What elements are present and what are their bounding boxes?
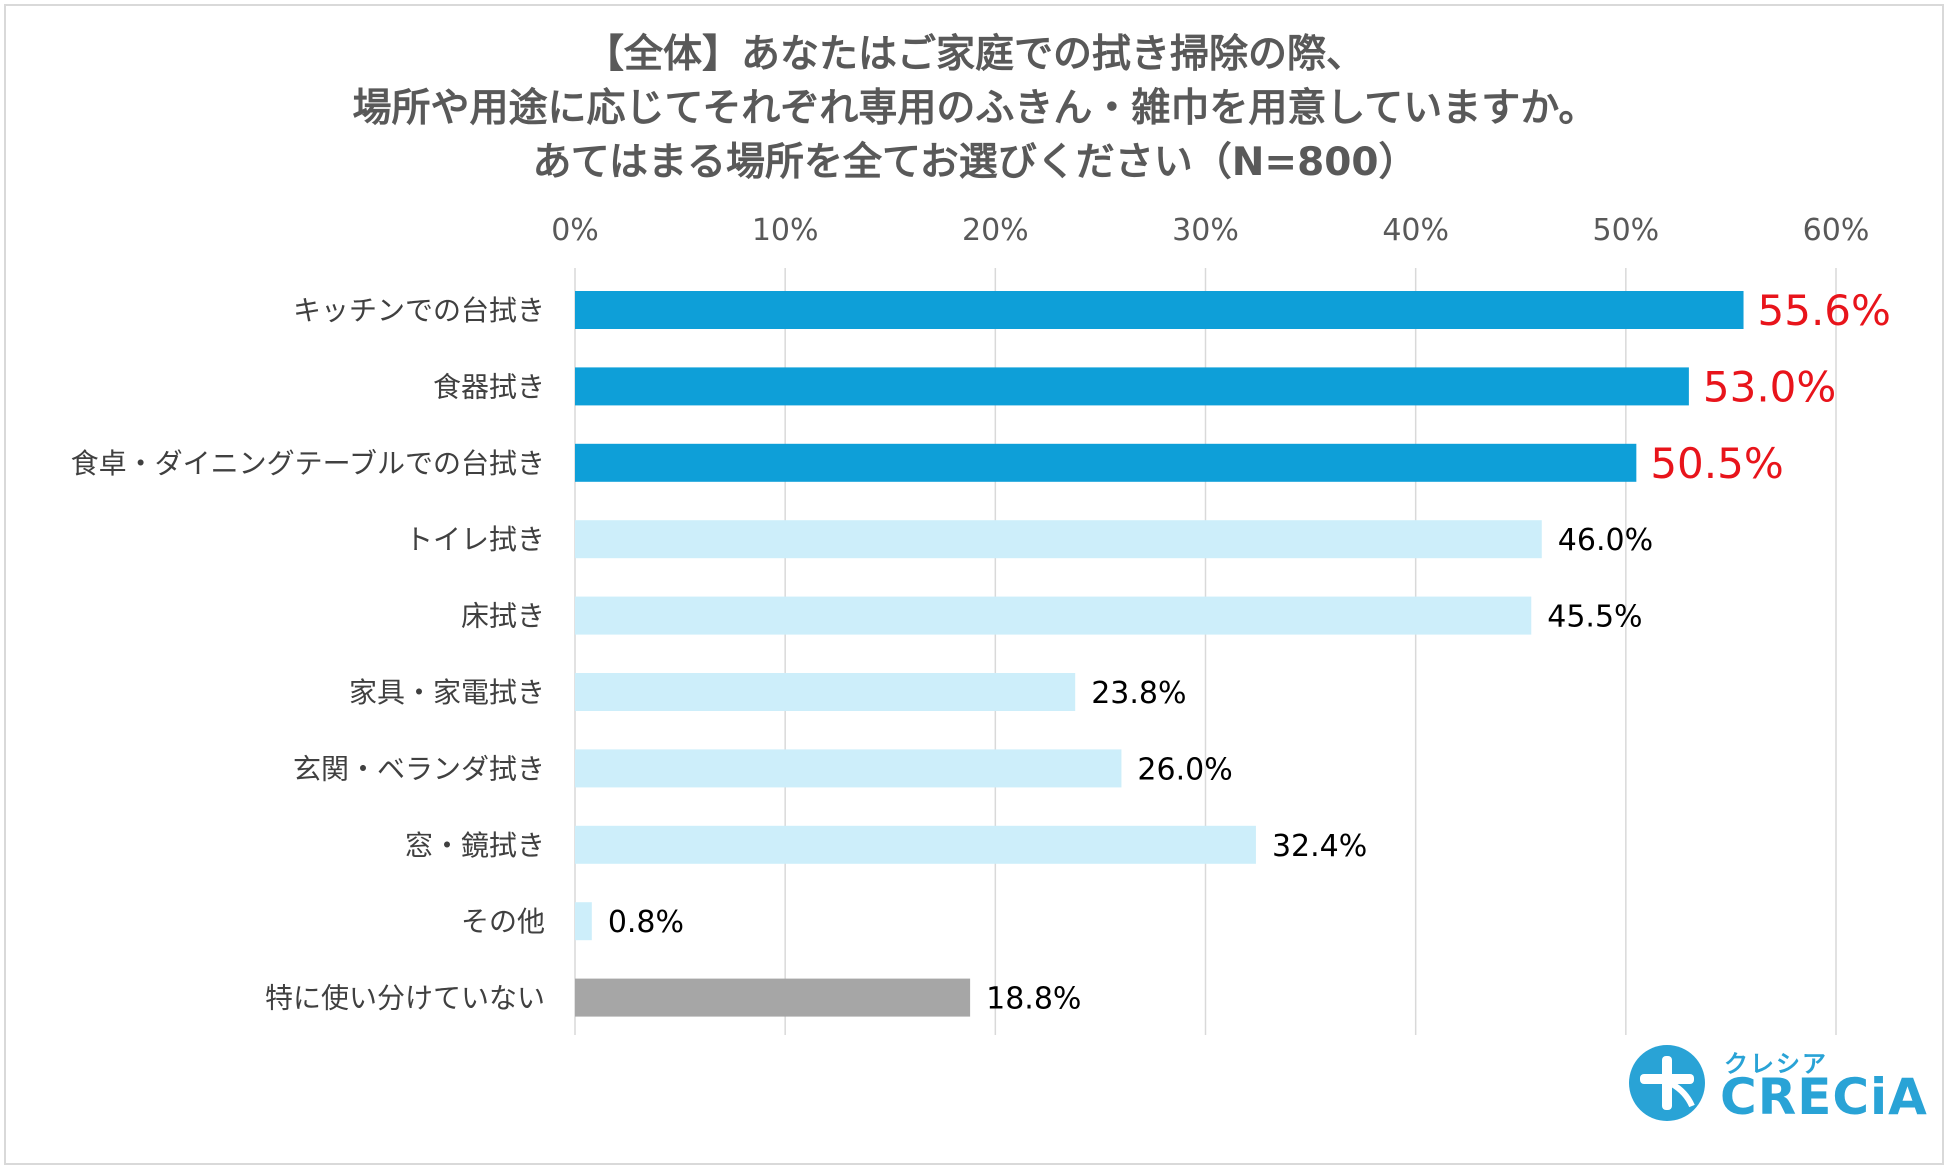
x-tick-label: 60% [1803,213,1870,248]
value-label: 26.0% [1137,752,1232,787]
chart-title-line-2: 場所や用途に応じてそれぞれ専用のふきん・雑巾を用意していますか。 [352,86,1598,131]
category-label: 窓・鏡拭き [405,829,545,862]
chart-title-line-3: あてはまる場所を全てお選びください（N=800） [532,140,1418,185]
category-label: その他 [461,905,545,938]
value-label: 50.5% [1650,439,1783,488]
category-label: 玄関・ベランダ拭き [293,752,545,785]
bar [575,902,592,941]
bar [575,367,1689,406]
category-label: 食卓・ダイニングテーブルでの台拭き [71,447,545,480]
category-label: 食器拭き [433,370,545,403]
category-label: トイレ拭き [405,523,545,556]
value-label: 45.5% [1547,600,1642,635]
value-label: 18.8% [986,982,1081,1017]
chart-title-line-1: 【全体】あなたはご家庭での拭き掃除の際、 [584,32,1365,77]
value-label: 46.0% [1558,523,1653,558]
bar [575,291,1744,329]
logo-word: CRECiA [1720,1068,1928,1126]
chart-title: 【全体】あなたはご家庭での拭き掃除の際、 場所や用途に応じてそれぞれ専用のふきん… [0,28,1950,190]
bar [575,520,1542,559]
x-tick-label: 50% [1592,213,1659,248]
x-tick-label: 10% [752,213,819,248]
crecia-logo: クレシア CRECiA [1626,1042,1927,1126]
bar [575,825,1256,864]
value-label: 53.0% [1703,362,1836,411]
bar [575,673,1076,711]
value-label: 23.8% [1091,676,1186,711]
logo-kana: クレシア [1724,1050,1828,1078]
bar [575,596,1532,635]
category-label: 家具・家電拭き [349,676,545,709]
crecia-cross-icon [1629,1045,1705,1121]
category-label: 特に使い分けていない [265,982,545,1015]
category-label: キッチンでの台拭き [293,294,545,327]
x-tick-label: 0% [551,213,599,248]
x-tick-label: 40% [1382,213,1449,248]
category-label: 床拭き [461,600,545,633]
bar [575,749,1122,788]
bar [575,978,971,1017]
chart-frame [4,4,1944,1165]
value-label: 32.4% [1272,829,1367,864]
x-tick-label: 30% [1172,213,1239,248]
x-tick-label: 20% [962,213,1029,248]
value-label: 0.8% [608,905,684,940]
bar [575,443,1637,482]
value-label: 55.6% [1758,286,1891,335]
